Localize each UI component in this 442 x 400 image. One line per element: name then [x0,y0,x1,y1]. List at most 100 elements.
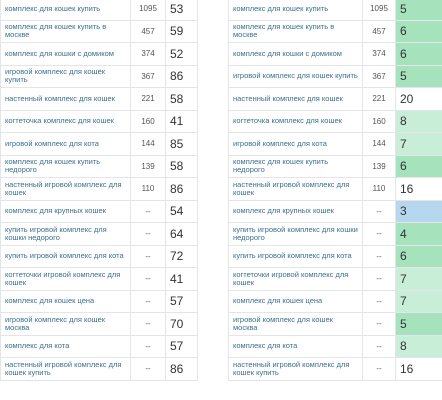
position: 59 [165,19,198,43]
keyword: комплекс для кота [0,334,131,358]
row: комплекс для кошек купить в москве 457 6 [228,19,442,43]
frequency: 1095 [362,0,396,21]
row: настенный игровой комплекс для кошек куп… [228,357,442,381]
frequency: 110 [130,177,166,201]
row: игровой комплекс для кота 144 7 [228,132,442,156]
frequency: 160 [130,109,166,133]
row: комплекс для кошек купить в москве 457 59 [0,19,198,43]
position: 85 [165,132,198,156]
row: настенный игровой комплекс для кошек куп… [0,357,198,381]
position: 16 [395,357,442,381]
position: 41 [165,109,198,133]
keyword: купить игровой комплекс для кота [228,244,363,268]
row: купить игровой комплекс для кошки недоро… [0,222,198,246]
position: 5 [395,64,442,88]
frequency: -- [362,289,396,313]
keyword: игровой комплекс для кошек москва [228,312,363,336]
keyword: настенный комплекс для кошек [228,87,363,111]
frequency: -- [130,222,166,246]
row: настенный комплекс для кошек 221 58 [0,87,198,111]
keyword: игровой комплекс для кота [228,132,363,156]
keyword: когтеточка комплекс для кошек [228,109,363,133]
position: 5 [395,312,442,336]
keyword: настенный комплекс для кошек [0,87,131,111]
keyword: купить игровой комплекс для кота [0,244,131,268]
row: когтеточки игровой комплекс для кошек -- 4… [0,267,198,291]
frequency: -- [362,267,396,291]
position: 52 [165,42,198,66]
position: 3 [395,199,442,223]
keyword: комплекс для кошек цена [0,289,131,313]
keyword: игровой комплекс для кошек купить [228,64,363,88]
keyword: комплекс для кошки с домиком [0,42,131,66]
row: комплекс для кошек купить недорого 139 58 [0,154,198,178]
row: комплекс для кошек цена -- 7 [228,289,442,313]
keyword: настенный игровой комплекс для кошек [228,177,363,201]
keyword: настенный игровой комплекс для кошек [0,177,131,201]
frequency: -- [130,289,166,313]
position: 57 [165,334,198,358]
keyword: комплекс для крупных кошек [0,199,131,223]
keyword: когтеточка комплекс для кошек [0,109,131,133]
frequency: 367 [362,64,396,88]
frequency: 139 [130,154,166,178]
keyword: игровой комплекс для кошек купить [0,64,131,88]
keyword: игровой комплекс для кота [0,132,131,156]
row: игровой комплекс для кошек купить 367 86 [0,64,198,88]
position: 7 [395,289,442,313]
keyword: комплекс для кошек купить [228,0,363,21]
row: комплекс для кошек цена -- 57 [0,289,198,313]
frequency: 374 [362,42,396,66]
frequency: 457 [130,19,166,43]
row: настенный игровой комплекс для кошек 110 1… [228,177,442,201]
keyword: комплекс для кошек купить недорого [228,154,363,178]
keyword: комплекс для кошек купить недорого [0,154,131,178]
row: купить игровой комплекс для кота -- 6 [228,244,442,268]
position: 6 [395,154,442,178]
position: 70 [165,312,198,336]
row: когтеточка комплекс для кошек 160 41 [0,109,198,133]
keyword: купить игровой комплекс для кошки недоро… [0,222,131,246]
position: 86 [165,177,198,201]
frequency: 457 [362,19,396,43]
frequency: -- [130,357,166,381]
position: 7 [395,267,442,291]
row: комплекс для кота -- 8 [228,334,442,358]
frequency: 221 [130,87,166,111]
row: игровой комплекс для кота 144 85 [0,132,198,156]
frequency: 160 [362,109,396,133]
keyword: комплекс для кошки с домиком [228,42,363,66]
row: игровой комплекс для кошек москва -- 70 [0,312,198,336]
row: настенный комплекс для кошек 221 20 [228,87,442,111]
frequency: -- [362,357,396,381]
position: 8 [395,109,442,133]
right-table: комплекс для кошек купить 1095 5 комплекс д… [228,0,442,381]
position: 72 [165,244,198,268]
row: комплекс для кошек купить 1095 5 [228,0,442,21]
position: 54 [165,199,198,223]
keyword: комплекс для кошек купить [0,0,131,21]
frequency: -- [130,267,166,291]
keyword: комплекс для кошек цена [228,289,363,313]
frequency: -- [130,244,166,268]
keyword: когтеточки игровой комплекс для кошек [228,267,363,291]
position: 53 [165,0,198,21]
position: 57 [165,289,198,313]
frequency: 144 [362,132,396,156]
frequency: -- [362,244,396,268]
position: 4 [395,222,442,246]
row: настенный игровой комплекс для кошек 110 8… [0,177,198,201]
position: 6 [395,19,442,43]
frequency: 221 [362,87,396,111]
position: 86 [165,357,198,381]
keyword: когтеточки игровой комплекс для кошек [0,267,131,291]
keyword: настенный игровой комплекс для кошек куп… [228,357,363,381]
frequency: -- [362,334,396,358]
keyword: комплекс для кота [228,334,363,358]
frequency: 367 [130,64,166,88]
keyword: комплекс для крупных кошек [228,199,363,223]
row: когтеточка комплекс для кошек 160 8 [228,109,442,133]
frequency: 139 [362,154,396,178]
row: комплекс для крупных кошек -- 54 [0,199,198,223]
